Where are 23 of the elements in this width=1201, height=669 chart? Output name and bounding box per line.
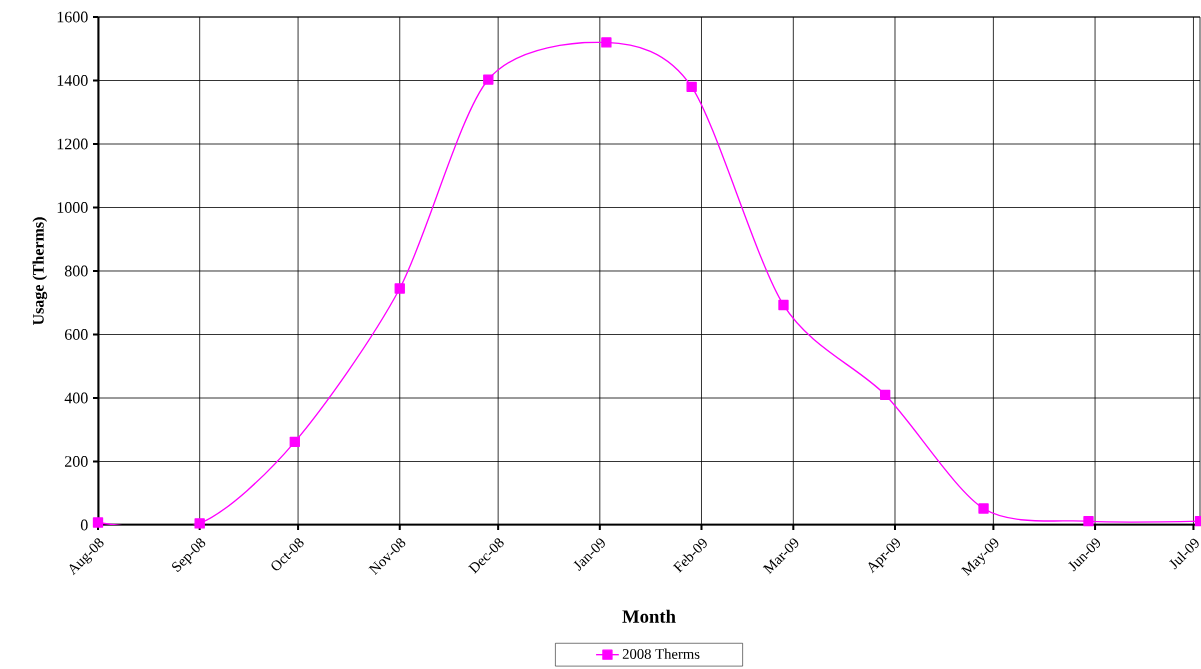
legend-label: 2008 Therms: [622, 648, 700, 659]
y-tick-label: 1600: [57, 11, 88, 23]
y-axis-title: Usage (Therms): [32, 217, 48, 326]
point: [483, 74, 494, 85]
x-axis-title: Month: [622, 609, 676, 623]
y-tick-label: 1400: [57, 75, 88, 86]
y-tick-label: 600: [64, 329, 88, 340]
y-tick-label: 200: [65, 456, 88, 467]
y-tick-label: 1200: [57, 138, 88, 150]
point: [289, 436, 300, 447]
y-tick-label: 400: [64, 392, 88, 404]
point: [394, 283, 405, 294]
y-tick-label: 800: [64, 265, 88, 277]
point: [1083, 516, 1094, 527]
point: [978, 503, 989, 514]
y-tick-label: 1000: [57, 202, 88, 213]
point: [92, 517, 104, 528]
point: [601, 37, 612, 48]
point: [194, 518, 205, 529]
point: [686, 81, 697, 93]
y-tick-label: 0: [80, 519, 88, 531]
point: [778, 299, 789, 311]
point: [879, 389, 891, 400]
